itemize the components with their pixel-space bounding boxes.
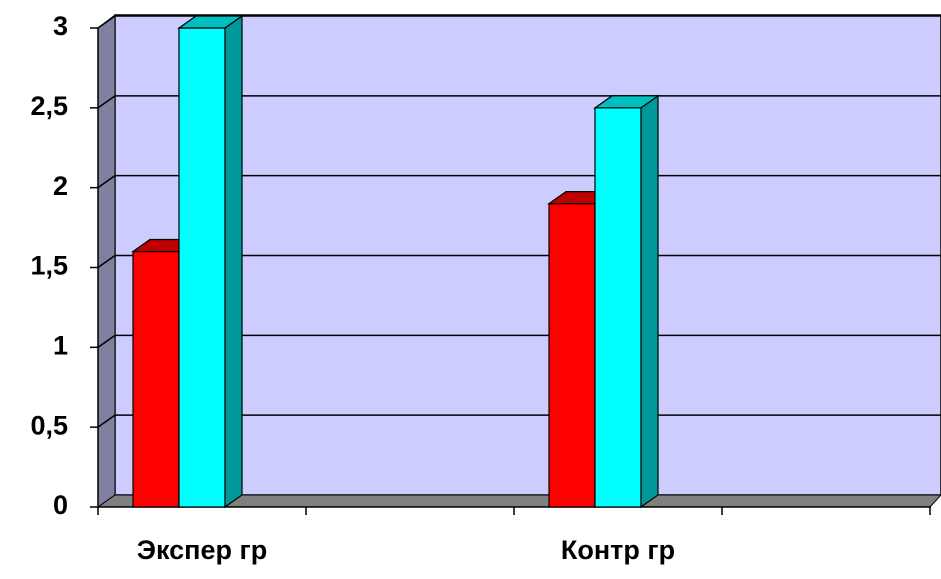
bar-side xyxy=(224,14,243,509)
bar-top xyxy=(593,95,660,109)
y-tick-label: 3 xyxy=(53,11,68,41)
grid-line xyxy=(97,414,116,428)
grid-line xyxy=(97,334,116,348)
bar xyxy=(594,107,642,508)
y-tick-label: 1 xyxy=(53,330,68,360)
bar-top xyxy=(177,15,244,29)
bar-side xyxy=(640,94,659,509)
grid-line xyxy=(97,15,116,29)
y-tick-label: 0,5 xyxy=(30,410,68,440)
y-tick-label: 0 xyxy=(53,490,68,520)
grid-line xyxy=(97,95,116,109)
bar xyxy=(548,203,596,508)
y-tick-label: 2 xyxy=(53,171,68,201)
x-tick-label: Контр гр xyxy=(561,535,675,565)
y-tick-label: 2,5 xyxy=(30,91,68,121)
bar xyxy=(178,27,226,508)
bar xyxy=(132,250,180,508)
y-tick-label: 1,5 xyxy=(30,251,68,281)
grid-line xyxy=(97,254,116,269)
grid-line xyxy=(97,175,116,189)
x-tick-label: Экспер гр xyxy=(137,535,267,565)
